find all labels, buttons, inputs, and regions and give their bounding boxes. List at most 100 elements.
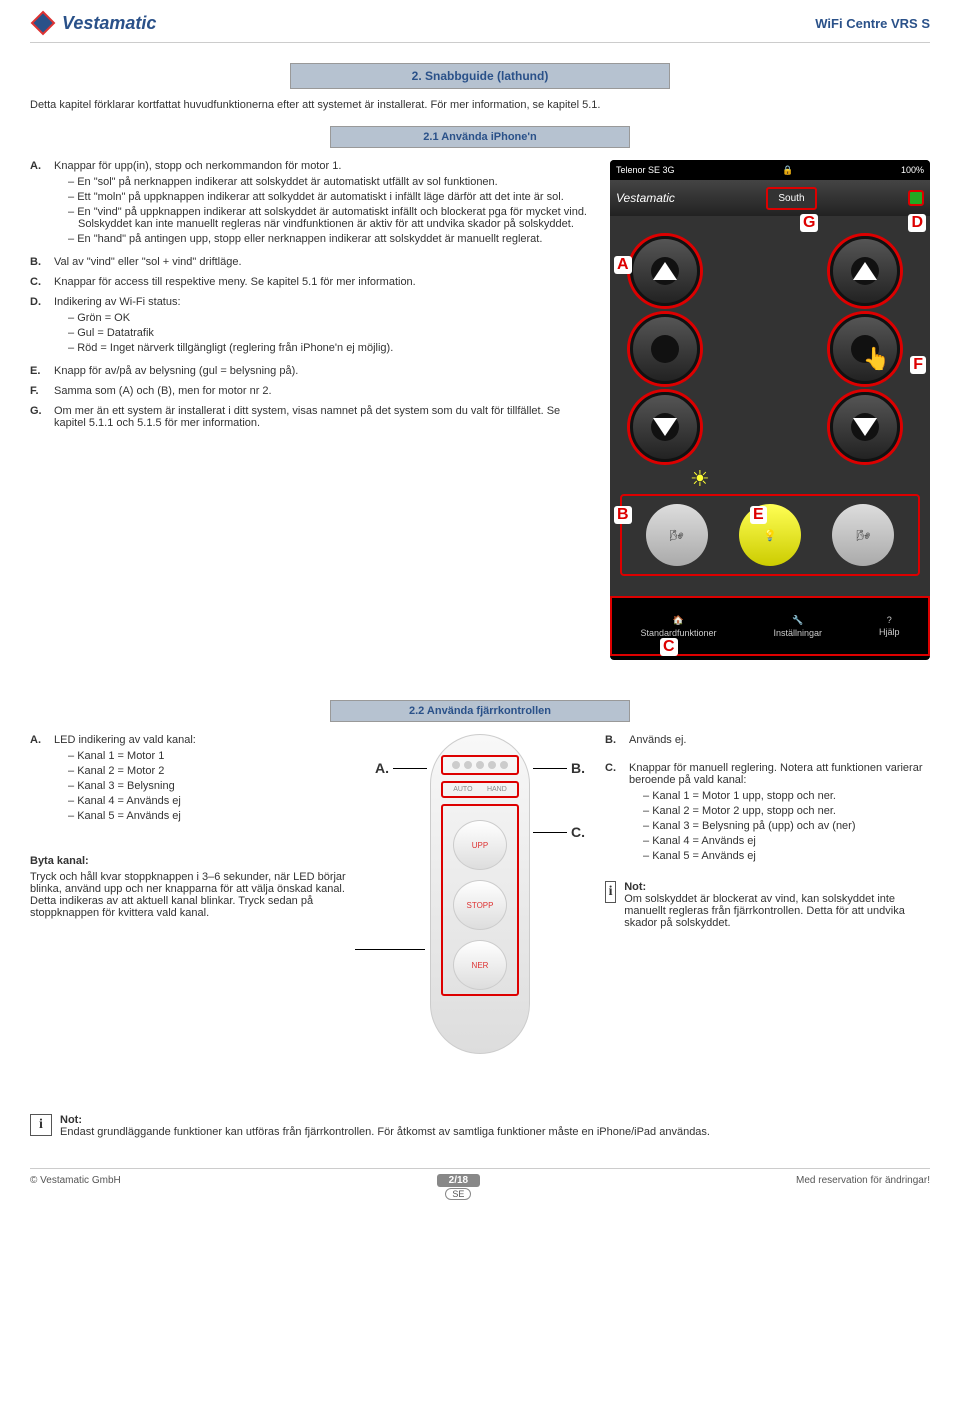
d-sub3: Röd = Inget närverk tillgängligt (regler… <box>68 342 590 354</box>
brand-logo: Vestamatic <box>30 10 156 36</box>
phone-mockup: Telenor SE 3G 🔒 100% Vestamatic South <box>610 160 930 660</box>
not-label: Not: <box>624 881 930 893</box>
footer-left: © Vestamatic GmbH <box>30 1175 121 1200</box>
motor2-up-button[interactable] <box>830 236 900 306</box>
remote-mark-b: B. <box>571 760 585 776</box>
mark-g: G <box>800 214 818 232</box>
section2-title: 2. Snabbguide (lathund) <box>290 63 670 89</box>
right-b: Används ej. <box>629 734 930 746</box>
motor1-stop-button[interactable] <box>630 314 700 384</box>
f-text: Samma som (A) och (B), men for motor nr … <box>54 385 590 397</box>
remote-down-button[interactable]: NER <box>453 940 507 990</box>
led-row <box>441 755 519 775</box>
lang-badge: SE <box>445 1188 471 1200</box>
rc4: Kanal 4 = Används ej <box>643 835 930 847</box>
section21-text: A. Knappar för upp(in), stopp och nerkom… <box>30 160 590 660</box>
bottom-note: i Not: Endast grundläggande funktioner k… <box>30 1114 930 1138</box>
motor1-column <box>630 236 710 470</box>
page-footer: © Vestamatic GmbH 2/18 SE Med reservatio… <box>30 1168 930 1200</box>
e-text: Knapp för av/på av belysning (gul = bely… <box>54 365 590 377</box>
arrow-b <box>533 768 567 769</box>
b-text: Val av "vind" eller "sol + vind" driftlä… <box>54 256 590 268</box>
section2-intro: Detta kapitel förklarar kortfattat huvud… <box>30 99 930 111</box>
brand-text: Vestamatic <box>62 13 156 34</box>
la5: Kanal 5 = Används ej <box>68 810 355 822</box>
page-number: 2/18 <box>437 1174 480 1187</box>
a-sub2: Ett "moln" på uppknappen indikerar att s… <box>68 191 590 203</box>
d-head: Indikering av Wi-Fi status: <box>54 296 590 308</box>
rc2: Kanal 2 = Motor 2 upp, stopp och ner. <box>643 805 930 817</box>
bottom-not-label: Not: <box>60 1114 710 1126</box>
arrow-byta <box>355 949 425 950</box>
mark-b: B <box>614 506 632 524</box>
bottom-not-text: Endast grundläggande funktioner kan utfö… <box>60 1126 710 1138</box>
phone-brand: Vestamatic <box>616 191 675 205</box>
info-note: i Not: Om solskyddet är blockerat av vin… <box>605 881 930 929</box>
byta-title: Byta kanal: <box>30 855 355 867</box>
mark-d: D <box>908 214 926 232</box>
la2: Kanal 2 = Motor 2 <box>68 765 355 777</box>
remote-mockup: AUTO HAND UPP STOPP NER <box>430 734 530 1054</box>
auto-label: AUTO <box>453 786 472 793</box>
logo-icon <box>30 10 56 36</box>
la1: Kanal 1 = Motor 1 <box>68 750 355 762</box>
phone-tabs: 🏠Standardfunktioner 🔧Inställningar ?Hjäl… <box>610 596 930 656</box>
auto-hand-row: AUTO HAND <box>441 781 519 798</box>
home-icon: 🏠 <box>673 615 684 626</box>
hand-cursor-icon: 👆 <box>863 346 890 372</box>
rc1: Kanal 1 = Motor 1 upp, stopp och ner. <box>643 790 930 802</box>
a-sub4: En "hand" på antingen upp, stopp eller n… <box>68 233 590 245</box>
remote-mark-a: A. <box>375 760 389 776</box>
d-sub1: Grön = OK <box>68 312 590 324</box>
phone-header: Vestamatic South <box>610 180 930 216</box>
tab-standard[interactable]: 🏠Standardfunktioner <box>640 615 716 638</box>
mark-e: E <box>750 506 767 524</box>
tab-help[interactable]: ?Hjälp <box>879 615 900 637</box>
d-sub2: Gul = Datatrafik <box>68 327 590 339</box>
status-bar: Telenor SE 3G 🔒 100% <box>610 160 930 180</box>
a-sub1: En "sol" på nerknappen indikerar att sol… <box>68 176 590 188</box>
mark-c: C <box>660 638 678 656</box>
footer-right: Med reservation för ändringar! <box>796 1175 930 1200</box>
help-icon: ? <box>887 615 892 625</box>
section22-right: B.Används ej. C. Knappar för manuell reg… <box>605 734 930 929</box>
mark-a: A <box>614 256 632 274</box>
not-text: Om solskyddet är blockerat av vind, kan … <box>624 893 930 929</box>
la4: Kanal 4 = Används ej <box>68 795 355 807</box>
byta-text: Tryck och håll kvar stoppknappen i 3–6 s… <box>30 871 355 919</box>
remote-mark-c: C. <box>571 824 585 840</box>
c-text: Knappar för access till respektive meny.… <box>54 276 590 288</box>
wrench-icon: 🔧 <box>792 615 803 626</box>
a-head: Knappar för upp(in), stopp och nerkomman… <box>54 160 590 172</box>
mode-row: 🌬 💡 🌬 <box>620 494 920 576</box>
hand-label: HAND <box>487 786 507 793</box>
wind-mode-button[interactable]: 🌬 <box>646 504 708 566</box>
left-a-head: LED indikering av vald kanal: <box>54 734 355 746</box>
motor2-down-button[interactable] <box>830 392 900 462</box>
carrier-text: Telenor SE 3G <box>616 165 675 175</box>
right-c-head: Knappar för manuell reglering. Notera at… <box>629 762 930 786</box>
product-title: WiFi Centre VRS S <box>815 16 930 31</box>
info-icon: i <box>605 881 616 903</box>
battery-text: 100% <box>901 165 924 175</box>
mark-f: F <box>910 356 926 374</box>
rc5: Kanal 5 = Används ej <box>643 850 930 862</box>
section22-title: 2.2 Använda fjärrkontrollen <box>330 700 630 722</box>
remote-up-button[interactable]: UPP <box>453 820 507 870</box>
a-sub3: En "vind" på uppknappen indikerar att so… <box>68 206 590 230</box>
g-text: Om mer än ett system är installerat i di… <box>54 405 590 429</box>
page-header: Vestamatic WiFi Centre VRS S <box>30 10 930 43</box>
south-tab[interactable]: South <box>766 187 816 210</box>
arrow-c <box>533 832 567 833</box>
info-icon: i <box>30 1114 52 1136</box>
control-group: UPP STOPP NER <box>441 804 519 996</box>
remote-stop-button[interactable]: STOPP <box>453 880 507 930</box>
sunwind-mode-button[interactable]: 🌬 <box>832 504 894 566</box>
lamp-button[interactable]: 💡 <box>739 504 801 566</box>
motor1-down-button[interactable] <box>630 392 700 462</box>
tab-settings[interactable]: 🔧Inställningar <box>773 615 822 638</box>
section22-left: A. LED indikering av vald kanal: Kanal 1… <box>30 734 355 919</box>
motor1-up-button[interactable] <box>630 236 700 306</box>
sun-icon: ☀ <box>690 466 710 492</box>
section21-title: 2.1 Använda iPhone'n <box>330 126 630 148</box>
